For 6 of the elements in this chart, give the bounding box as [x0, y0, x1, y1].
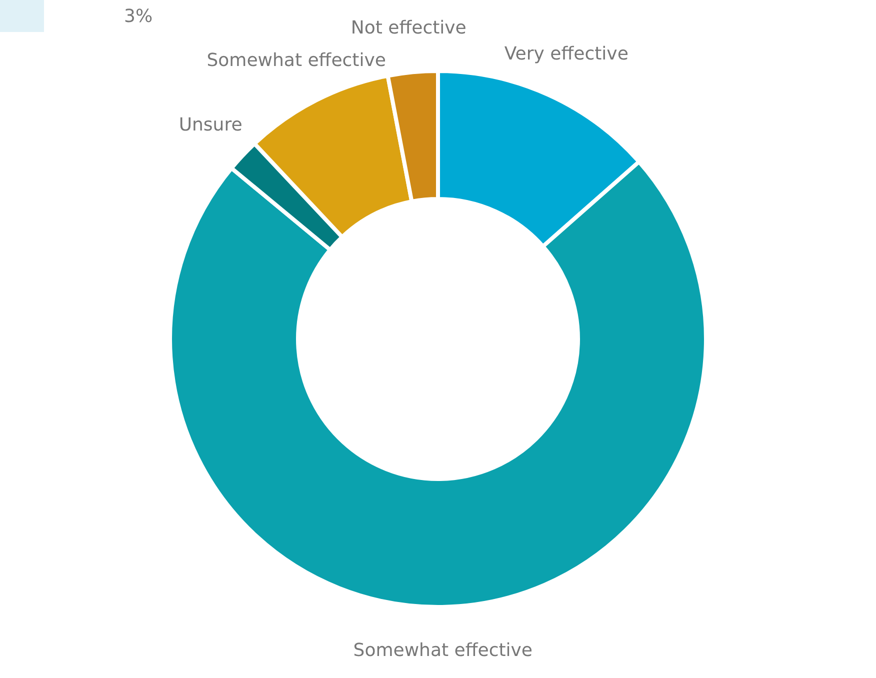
- slice-label: Somewhat effective: [353, 640, 533, 661]
- slice-label: Somewhat effective: [206, 50, 386, 72]
- slice-label: Very effective: [504, 44, 628, 65]
- text: 3%: [124, 6, 153, 27]
- slice-label: Not effective: [350, 17, 466, 38]
- slice-label: Unsure: [178, 114, 242, 136]
